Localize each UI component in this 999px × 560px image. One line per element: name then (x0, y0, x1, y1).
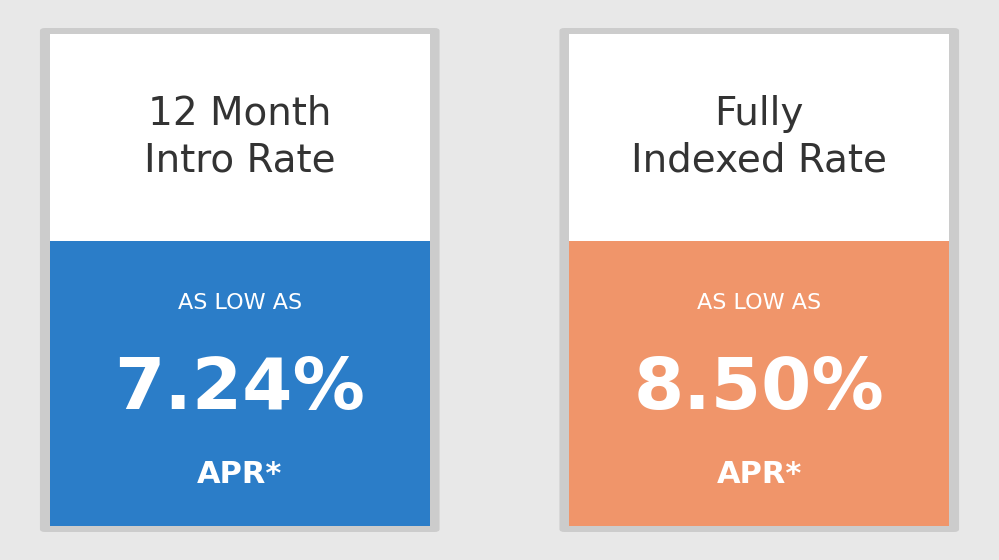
Text: APR*: APR* (716, 460, 802, 489)
Bar (50, 241, 430, 526)
Text: 7.24%: 7.24% (114, 354, 366, 424)
Text: AS LOW AS: AS LOW AS (178, 293, 302, 314)
Text: Fully
Indexed Rate: Fully Indexed Rate (631, 95, 887, 180)
Text: AS LOW AS: AS LOW AS (697, 293, 821, 314)
Bar (50, 34, 430, 241)
Bar (569, 241, 949, 526)
Text: 8.50%: 8.50% (633, 354, 885, 424)
Text: 12 Month
Intro Rate: 12 Month Intro Rate (144, 95, 336, 180)
Text: APR*: APR* (197, 460, 283, 489)
Bar (569, 34, 949, 241)
FancyBboxPatch shape (559, 28, 959, 532)
FancyBboxPatch shape (40, 28, 440, 532)
